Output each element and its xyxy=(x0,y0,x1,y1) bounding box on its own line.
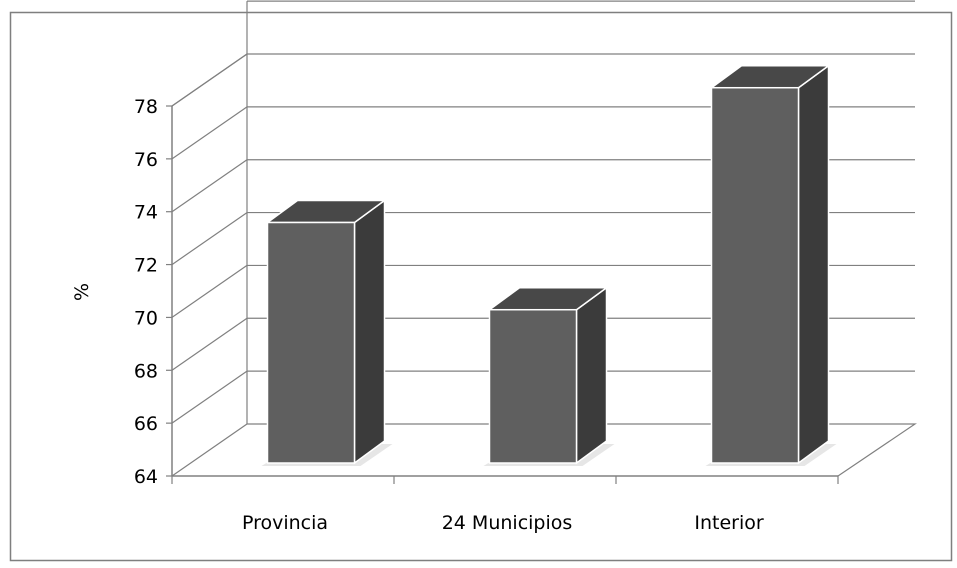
y-tick-label: 68 xyxy=(134,360,158,382)
x-tick-label: 24 Municipios xyxy=(442,512,573,534)
y-tick-label: 70 xyxy=(134,307,158,329)
gridline xyxy=(171,106,248,160)
bar-side xyxy=(797,64,830,465)
bars xyxy=(261,64,837,466)
x-tick-label: Provincia xyxy=(242,512,328,534)
y-tick-label: 74 xyxy=(134,202,158,224)
y-axis-label: % xyxy=(71,283,93,301)
y-tick-label: 78 xyxy=(134,96,158,118)
labels: 64 66 68 70 72 74 76 78 Provincia 24 Municipios In… xyxy=(134,96,764,534)
bar xyxy=(266,221,356,464)
y-tick-label: 72 xyxy=(134,255,158,277)
x-tick-label: Interior xyxy=(694,512,763,534)
axes xyxy=(166,105,839,484)
bar xyxy=(488,308,578,464)
gridline xyxy=(171,264,248,318)
y-tick-label: 76 xyxy=(134,149,158,171)
bar xyxy=(710,86,800,464)
gridline xyxy=(171,370,248,424)
bar-side xyxy=(575,286,608,465)
gridline xyxy=(171,159,248,213)
chart-border xyxy=(9,11,953,562)
gridline xyxy=(171,212,248,266)
y-tick-label: 66 xyxy=(134,413,158,435)
gridline xyxy=(171,53,248,107)
y-tick-label: 64 xyxy=(134,466,158,488)
bar-side xyxy=(353,199,386,465)
gridline xyxy=(171,317,248,371)
